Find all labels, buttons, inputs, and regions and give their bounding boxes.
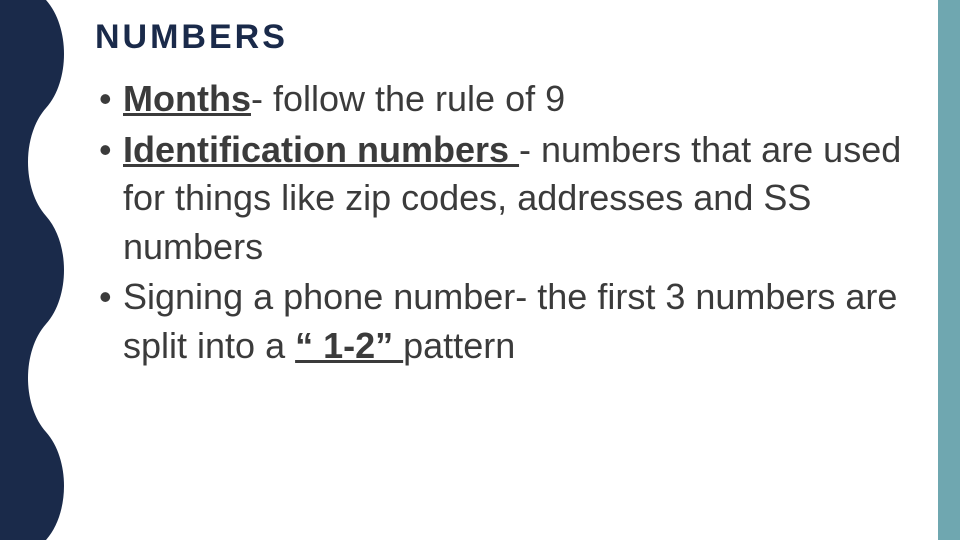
bullet-item: Signing a phone number- the first 3 numb… — [95, 273, 920, 370]
bullet-emph: “ 1-2” — [295, 325, 403, 366]
bullet-list: Months- follow the rule of 9 Identificat… — [95, 75, 920, 371]
slide-content: NUMBERS Months- follow the rule of 9 Ide… — [95, 18, 920, 373]
slide-title: NUMBERS — [95, 18, 920, 57]
bullet-plain-after: pattern — [403, 325, 515, 366]
wave-path — [0, 0, 64, 540]
left-wave-decor — [0, 0, 80, 540]
bullet-lead: Identification numbers — [123, 129, 519, 170]
bullet-item: Identification numbers - numbers that ar… — [95, 126, 920, 272]
right-accent-bar — [938, 0, 960, 540]
bullet-rest: - follow the rule of 9 — [251, 78, 565, 119]
bullet-lead: Months — [123, 78, 251, 119]
bullet-item: Months- follow the rule of 9 — [95, 75, 920, 124]
